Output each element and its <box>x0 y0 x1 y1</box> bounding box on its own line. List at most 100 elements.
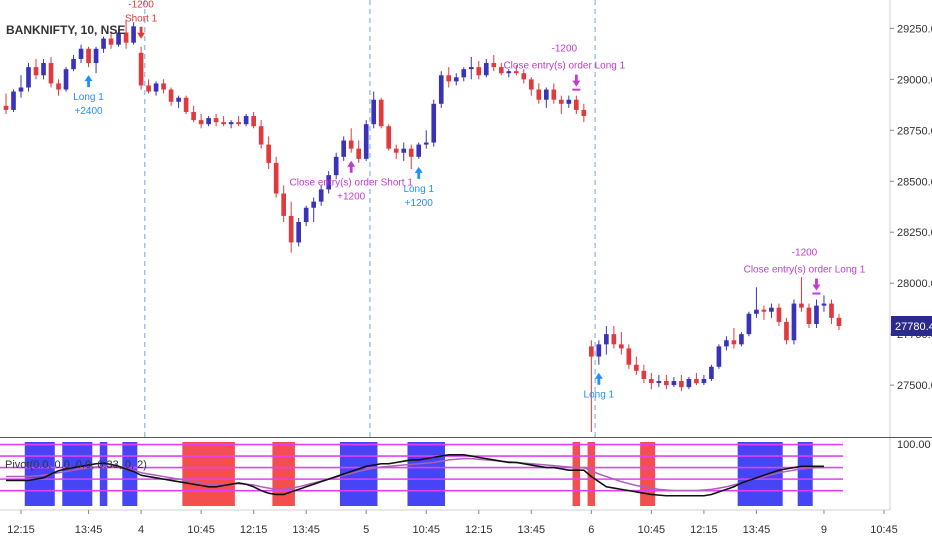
candle-body[interactable] <box>108 38 114 45</box>
candle-body[interactable] <box>799 303 804 308</box>
candle-body[interactable] <box>243 116 249 125</box>
candle[interactable] <box>348 128 354 153</box>
candle-body[interactable] <box>566 99 572 104</box>
candle-body[interactable] <box>26 67 31 88</box>
candle[interactable] <box>78 44 84 64</box>
candle-body[interactable] <box>506 71 512 74</box>
candle-body[interactable] <box>634 364 639 371</box>
candle-body[interactable] <box>686 379 692 388</box>
candle-body[interactable] <box>821 303 827 306</box>
candle-body[interactable] <box>183 97 189 112</box>
candle-body[interactable] <box>153 83 159 92</box>
candle-body[interactable] <box>371 99 377 125</box>
candle[interactable] <box>153 81 159 96</box>
candle[interactable] <box>41 58 46 80</box>
candle-body[interactable] <box>401 148 407 153</box>
candle-body[interactable] <box>363 124 369 159</box>
candle-body[interactable] <box>168 89 174 102</box>
candle[interactable] <box>626 344 632 369</box>
candle[interactable] <box>26 63 31 92</box>
candle-body[interactable] <box>551 89 557 100</box>
candle[interactable] <box>71 54 76 72</box>
candle[interactable] <box>558 95 564 114</box>
candle-body[interactable] <box>161 83 166 90</box>
candle[interactable] <box>784 317 789 345</box>
candle[interactable] <box>581 103 587 123</box>
candle-body[interactable] <box>378 99 384 127</box>
candle-body[interactable] <box>78 48 84 59</box>
candle[interactable] <box>228 120 234 129</box>
candle[interactable] <box>709 364 714 382</box>
candle-body[interactable] <box>649 379 654 384</box>
candle-body[interactable] <box>483 63 489 76</box>
candle[interactable] <box>739 332 744 347</box>
candle[interactable] <box>589 340 594 432</box>
candle-body[interactable] <box>191 111 196 121</box>
price-candles[interactable] <box>3 20 842 432</box>
candle-body[interactable] <box>236 122 241 125</box>
candle[interactable] <box>686 376 692 390</box>
candle-body[interactable] <box>86 48 91 64</box>
candle-body[interactable] <box>679 381 684 388</box>
candle-body[interactable] <box>664 381 669 386</box>
candle-body[interactable] <box>326 175 332 190</box>
candle-body[interactable] <box>776 307 782 322</box>
candle-body[interactable] <box>446 75 452 82</box>
candle-body[interactable] <box>619 344 624 349</box>
candle-body[interactable] <box>731 340 737 345</box>
candle-body[interactable] <box>709 366 714 379</box>
candle-body[interactable] <box>558 99 564 104</box>
candle[interactable] <box>566 95 572 108</box>
candle-body[interactable] <box>626 348 632 365</box>
candle-body[interactable] <box>116 32 121 45</box>
candle[interactable] <box>93 46 99 74</box>
candle-body[interactable] <box>596 344 602 357</box>
candle-body[interactable] <box>228 122 234 125</box>
candle[interactable] <box>761 305 767 320</box>
candle-body[interactable] <box>273 162 279 194</box>
candle-body[interactable] <box>18 87 24 92</box>
candle-body[interactable] <box>213 118 219 123</box>
candle[interactable] <box>438 71 444 108</box>
candle-body[interactable] <box>589 346 594 357</box>
candle[interactable] <box>191 105 196 123</box>
candle-body[interactable] <box>814 305 819 324</box>
candle-body[interactable] <box>521 73 527 80</box>
candle[interactable] <box>213 114 219 127</box>
candle[interactable] <box>806 303 812 329</box>
candle[interactable] <box>528 77 534 96</box>
candle[interactable] <box>401 142 407 161</box>
candle-body[interactable] <box>431 103 437 143</box>
candle[interactable] <box>393 144 399 159</box>
candle-body[interactable] <box>611 334 617 345</box>
candle-body[interactable] <box>746 313 752 335</box>
candle[interactable] <box>716 344 722 369</box>
candle-body[interactable] <box>543 89 549 100</box>
candle[interactable] <box>318 185 324 206</box>
candle-body[interactable] <box>198 120 204 125</box>
candle-body[interactable] <box>528 79 534 90</box>
candle[interactable] <box>746 311 752 337</box>
candle-body[interactable] <box>423 142 429 145</box>
candle-body[interactable] <box>416 144 422 157</box>
candle-body[interactable] <box>393 148 399 153</box>
candle-body[interactable] <box>761 309 767 312</box>
candle[interactable] <box>116 28 121 47</box>
candle-body[interactable] <box>311 201 317 208</box>
candle[interactable] <box>724 336 729 351</box>
candle-body[interactable] <box>131 26 136 43</box>
candle[interactable] <box>776 303 782 326</box>
candle-body[interactable] <box>176 97 181 102</box>
candle-body[interactable] <box>513 71 519 74</box>
candle[interactable] <box>258 120 264 149</box>
candle[interactable] <box>18 75 24 98</box>
candle[interactable] <box>176 95 181 108</box>
candle[interactable] <box>131 22 136 45</box>
candle[interactable] <box>288 201 294 253</box>
candle-body[interactable] <box>41 63 46 76</box>
candle-body[interactable] <box>281 193 286 216</box>
candle[interactable] <box>604 326 609 355</box>
candle-body[interactable] <box>318 189 324 202</box>
candle[interactable] <box>356 140 362 163</box>
candle-body[interactable] <box>438 75 444 104</box>
